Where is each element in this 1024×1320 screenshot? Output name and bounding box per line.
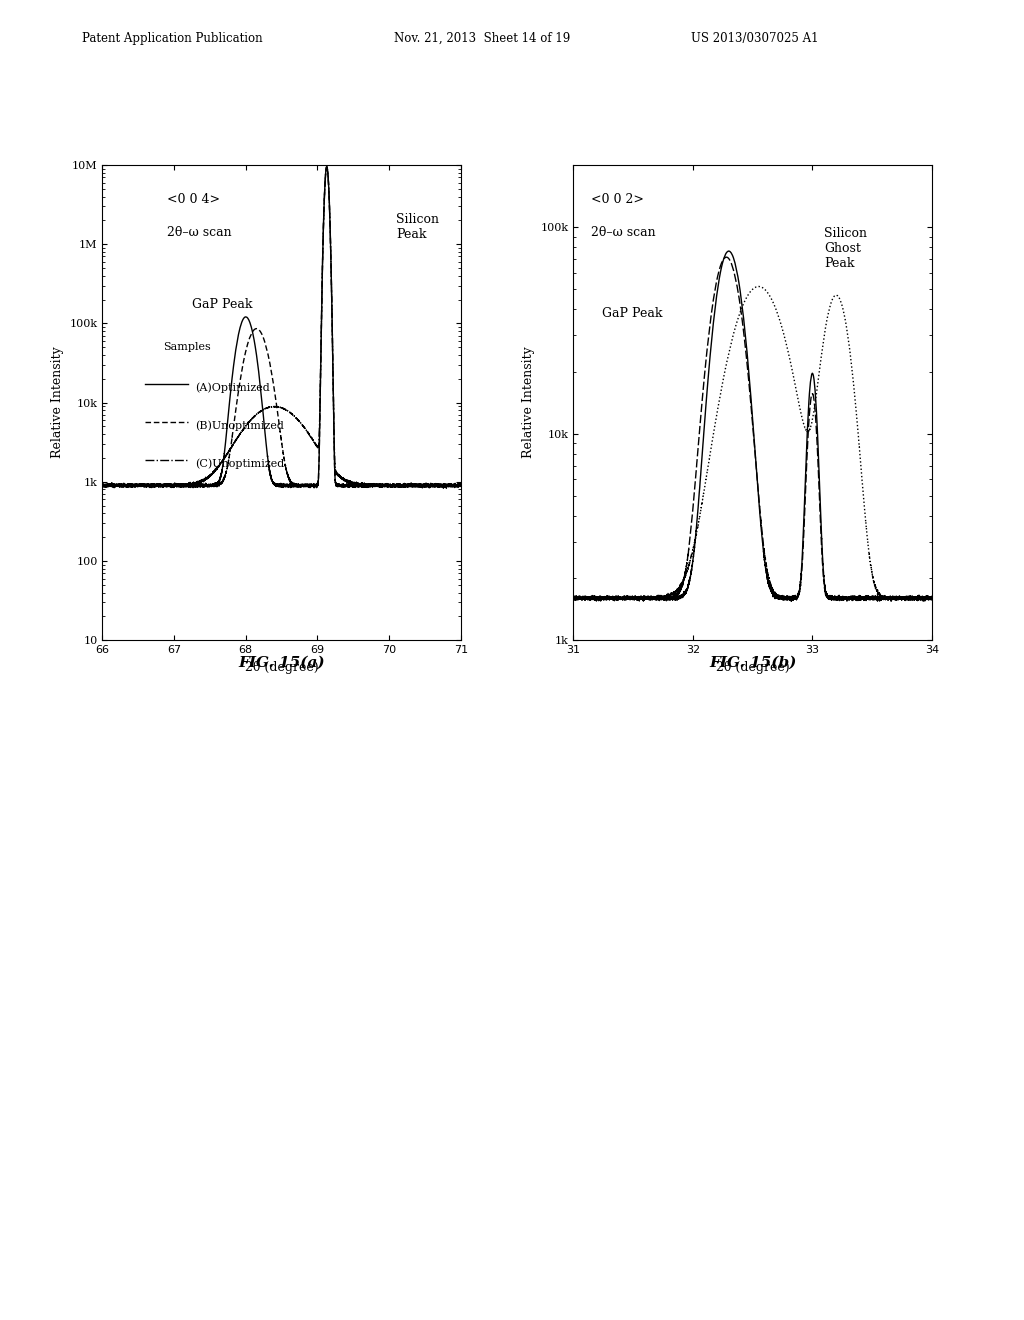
Text: <0 0 2>: <0 0 2> [592, 193, 644, 206]
Text: US 2013/0307025 A1: US 2013/0307025 A1 [691, 32, 819, 45]
X-axis label: 2θ (degree): 2θ (degree) [716, 660, 790, 673]
Text: Silicon
Peak: Silicon Peak [396, 213, 439, 240]
Text: 2θ–ω scan: 2θ–ω scan [592, 226, 656, 239]
Text: Nov. 21, 2013  Sheet 14 of 19: Nov. 21, 2013 Sheet 14 of 19 [394, 32, 570, 45]
Text: GaP Peak: GaP Peak [193, 297, 253, 310]
Text: <0 0 4>: <0 0 4> [167, 193, 220, 206]
X-axis label: 2θ (degree): 2θ (degree) [245, 660, 318, 673]
Text: 2θ–ω scan: 2θ–ω scan [167, 226, 231, 239]
Y-axis label: Relative Intensity: Relative Intensity [51, 347, 63, 458]
Text: (A)Optimized: (A)Optimized [196, 383, 270, 393]
Text: Samples: Samples [164, 342, 211, 352]
Text: (C)Unoptimized: (C)Unoptimized [196, 458, 285, 469]
Text: FIG. 15(a): FIG. 15(a) [239, 656, 325, 669]
Y-axis label: Relative Intensity: Relative Intensity [522, 347, 535, 458]
Text: Silicon
Ghost
Peak: Silicon Ghost Peak [824, 227, 867, 269]
Text: GaP Peak: GaP Peak [602, 308, 663, 319]
Text: FIG. 15(b): FIG. 15(b) [709, 656, 797, 669]
Text: (B)Unoptimized: (B)Unoptimized [196, 420, 285, 430]
Text: Patent Application Publication: Patent Application Publication [82, 32, 262, 45]
